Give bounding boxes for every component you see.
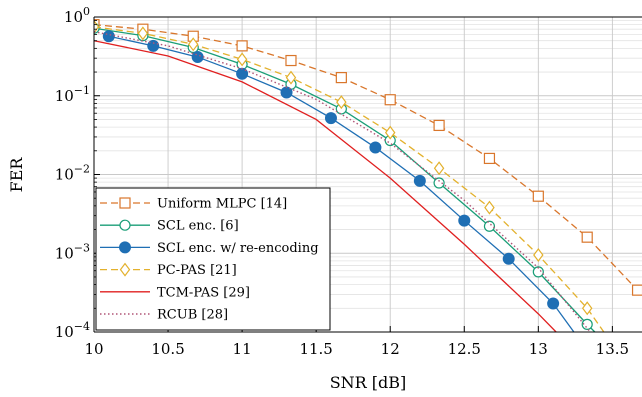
x-tick-label: 13 <box>529 340 548 358</box>
legend-label: SCL enc. [6] <box>157 219 239 234</box>
x-tick-label: 12.5 <box>448 340 481 358</box>
series-4 <box>94 19 605 332</box>
data-point <box>285 70 297 85</box>
data-point <box>458 214 471 227</box>
x-tick-label: 10 <box>84 340 103 358</box>
data-point <box>384 125 396 140</box>
data-point <box>484 200 495 215</box>
data-point <box>236 40 248 52</box>
legend-box <box>95 187 331 331</box>
data-point <box>137 26 149 41</box>
series-5 <box>94 40 557 332</box>
legend-label: PC-PAS [21] <box>157 263 237 278</box>
legend-marker <box>119 219 131 231</box>
legend-marker <box>119 262 131 277</box>
series-line <box>94 31 591 332</box>
legend-marker <box>119 241 131 254</box>
data-point <box>533 248 544 263</box>
data-point <box>335 72 347 84</box>
data-point <box>187 37 199 52</box>
series-line <box>94 40 557 332</box>
data-point <box>433 177 445 189</box>
y-tick-label: 10−3 <box>55 241 90 262</box>
data-point <box>483 220 496 232</box>
x-tick-label: 12 <box>381 340 400 358</box>
y-tick-label: 10−4 <box>55 320 90 341</box>
legend-entry: PC-PAS [21] <box>100 262 237 278</box>
legend-marker <box>119 197 131 209</box>
legend-entry: TCM-PAS [29] <box>100 285 250 300</box>
y-tick-label: 100 <box>64 5 90 26</box>
legend-label: TCM-PAS [29] <box>157 285 250 300</box>
legend-label: SCL enc. w/ re-encoding <box>157 241 319 256</box>
data-point <box>433 161 445 176</box>
data-point <box>581 301 593 316</box>
series-line <box>108 35 575 332</box>
data-point <box>413 174 426 187</box>
y-tick-label: 10−1 <box>55 84 90 105</box>
data-point <box>483 152 496 165</box>
data-point <box>147 39 160 52</box>
data-point <box>433 119 445 132</box>
series-line <box>94 23 639 291</box>
series-line <box>94 27 596 332</box>
x-tick-label: 11.5 <box>299 340 332 358</box>
data-point <box>384 94 396 106</box>
data-point <box>581 231 593 243</box>
legend-label: Uniform MLPC [14] <box>157 197 287 212</box>
legend-entry: SCL enc. w/ re-encoding <box>100 241 319 256</box>
data-point <box>324 112 337 125</box>
legend-label: RCUB [28] <box>157 308 228 323</box>
legend-entry: Uniform MLPC [14] <box>100 197 287 212</box>
legend-entry: RCUB [28] <box>100 308 228 323</box>
x-tick-label: 10.5 <box>151 340 184 358</box>
data-point <box>581 318 593 330</box>
data-point <box>502 252 515 265</box>
y-axis-label: FER <box>7 157 26 193</box>
series-3 <box>102 30 575 332</box>
y-tick-label: 10−2 <box>55 163 90 184</box>
x-axis-ticks: 10 10.5 11 11.5 12 12.5 13 13.5 <box>84 326 629 358</box>
data-point <box>532 190 544 202</box>
series-line <box>94 26 605 332</box>
legend-entry: SCL enc. [6] <box>100 219 239 234</box>
data-point <box>532 266 544 278</box>
x-tick-label: 13.5 <box>596 340 629 358</box>
series-layer <box>94 19 642 332</box>
data-point <box>102 30 115 43</box>
data-point <box>547 297 560 310</box>
x-tick-label: 11 <box>233 340 252 358</box>
data-point <box>236 52 248 67</box>
series-1 <box>94 19 642 296</box>
data-point <box>631 284 642 296</box>
data-point <box>369 141 382 154</box>
data-point <box>191 51 204 64</box>
x-axis-label: SNR [dB] <box>330 373 407 392</box>
data-point <box>336 95 347 110</box>
legend: Uniform MLPC [14] SCL enc. [6] SCL enc. w/… <box>95 187 331 331</box>
series-6 <box>94 31 591 332</box>
data-point <box>285 54 297 67</box>
y-axis-ticks: 100 10−1 10−2 10−3 10−4 <box>55 5 100 341</box>
